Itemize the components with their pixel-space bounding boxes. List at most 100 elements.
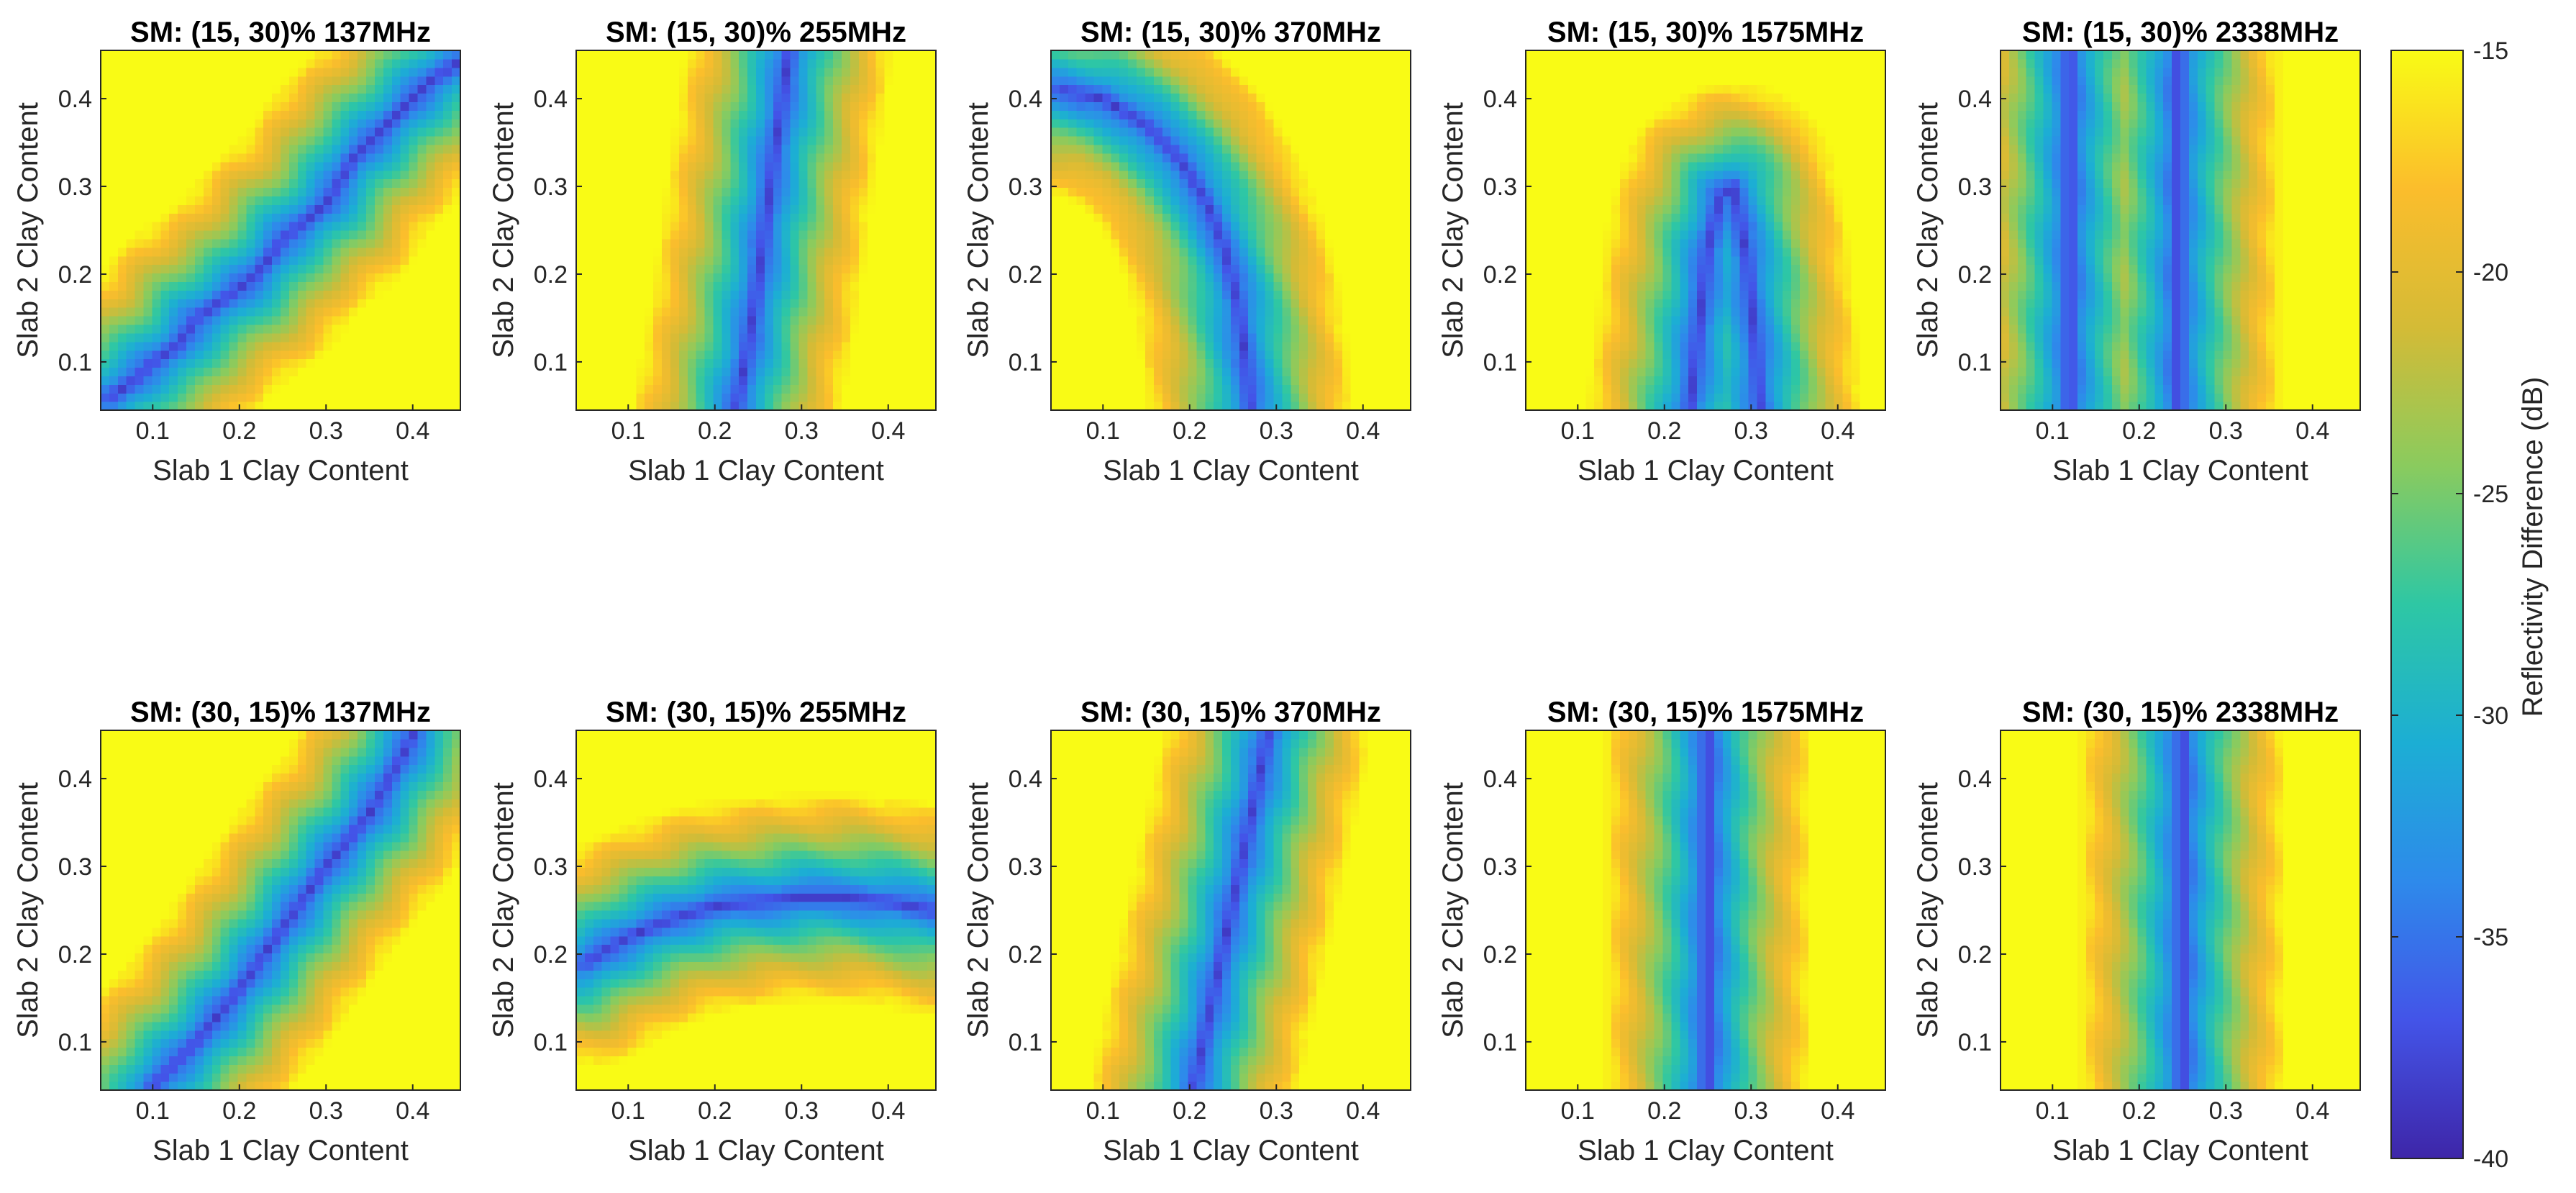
heatmap-cell — [859, 273, 868, 283]
heatmap-cell — [756, 402, 765, 411]
heatmap-cell — [662, 350, 671, 360]
heatmap-cell — [135, 119, 145, 128]
heatmap-cell — [645, 265, 654, 274]
heatmap-cell — [349, 256, 358, 266]
heatmap-cell — [178, 68, 187, 77]
heatmap-cell — [315, 196, 324, 205]
heatmap-cell — [340, 50, 350, 60]
heatmap-cell — [349, 127, 358, 137]
heatmap-cell — [306, 110, 316, 119]
heatmap-cell — [893, 307, 902, 317]
heatmap-cell — [782, 101, 791, 111]
heatmap-cell — [263, 153, 273, 163]
heatmap-cell — [679, 402, 688, 411]
heatmap-cell — [850, 196, 860, 205]
heatmap-cell — [645, 359, 654, 368]
heatmap-cell — [807, 350, 816, 360]
heatmap-cell — [756, 119, 765, 128]
heatmap-cell — [1077, 196, 1086, 205]
heatmap-cell — [255, 384, 264, 394]
heatmap-cell — [730, 127, 739, 137]
heatmap-cell — [272, 307, 281, 317]
heatmap-cell — [1060, 94, 1069, 103]
heatmap-cell — [340, 162, 350, 171]
heatmap-cell — [383, 307, 393, 317]
heatmap-cell — [688, 290, 697, 299]
heatmap-cell — [842, 265, 851, 274]
heatmap-cell — [782, 273, 791, 283]
heatmap-cell — [1102, 171, 1111, 180]
heatmap-cell — [255, 127, 264, 137]
heatmap-cell — [1077, 213, 1086, 222]
heatmap-cell — [662, 376, 671, 385]
heatmap-cell — [409, 110, 419, 119]
heatmap-cell — [306, 162, 316, 171]
heatmap-cell — [756, 256, 765, 266]
heatmap-cell — [109, 367, 119, 376]
heatmap-cell — [662, 402, 671, 411]
heatmap-cell — [289, 281, 299, 291]
heatmap-cell — [670, 136, 680, 145]
heatmap-cell — [885, 171, 894, 180]
heatmap-cell — [109, 50, 119, 60]
heatmap-cell — [340, 68, 350, 77]
heatmap-cell — [237, 171, 247, 180]
heatmap-cell — [332, 145, 341, 154]
heatmap-cell — [876, 402, 886, 411]
heatmap-cell — [824, 299, 834, 308]
heatmap-cell — [195, 110, 204, 119]
x-axis-label: Slab 1 Clay Content — [153, 455, 409, 486]
heatmap-cell — [246, 204, 255, 214]
heatmap-cell — [118, 256, 127, 266]
heatmap-cell — [229, 290, 239, 299]
heatmap-cell — [901, 127, 911, 137]
heatmap-cell — [765, 119, 774, 128]
heatmap-cell — [688, 204, 697, 214]
heatmap-cell — [401, 273, 410, 283]
heatmap-cell — [807, 171, 816, 180]
heatmap-cell — [679, 94, 688, 103]
heatmap-cell — [349, 333, 358, 343]
heatmap-cell — [178, 179, 187, 189]
heatmap-cell — [324, 94, 333, 103]
heatmap-cell — [152, 59, 161, 68]
heatmap-cell — [221, 213, 230, 222]
heatmap-cell — [791, 342, 800, 351]
heatmap-cell — [401, 162, 410, 171]
heatmap-cell — [1051, 101, 1060, 111]
heatmap-cell — [452, 127, 461, 137]
heatmap-cell — [765, 316, 774, 325]
heatmap-cell — [255, 179, 264, 189]
heatmap-cell — [401, 68, 410, 77]
heatmap-cell — [221, 239, 230, 248]
heatmap-cell — [782, 162, 791, 171]
heatmap-cell — [409, 94, 419, 103]
heatmap-cell — [127, 281, 136, 291]
heatmap-cell — [255, 342, 264, 351]
heatmap-cell — [653, 204, 663, 214]
heatmap-cell — [816, 342, 825, 351]
heatmap-cell — [255, 119, 264, 128]
heatmap-cell — [619, 68, 629, 77]
heatmap-cell — [204, 196, 213, 205]
heatmap-cell — [816, 333, 825, 343]
heatmap-cell — [426, 325, 435, 334]
heatmap-cell — [281, 76, 290, 86]
heatmap-cell — [383, 162, 393, 171]
heatmap-cell — [859, 256, 868, 266]
heatmap-cell — [366, 162, 376, 171]
heatmap-cell — [298, 342, 307, 351]
heatmap-cell — [409, 376, 419, 385]
heatmap-cell — [705, 196, 714, 205]
heatmap-cell — [306, 136, 316, 145]
heatmap-cell — [756, 299, 765, 308]
heatmap-cell — [765, 101, 774, 111]
heatmap-cell — [696, 316, 706, 325]
heatmap-cell — [289, 248, 299, 257]
heatmap-cell — [893, 256, 902, 266]
heatmap-cell — [791, 162, 800, 171]
heatmap-cell — [619, 50, 629, 60]
heatmap-cell — [298, 265, 307, 274]
heatmap-cell — [1077, 59, 1086, 68]
heatmap-cell — [799, 50, 809, 60]
